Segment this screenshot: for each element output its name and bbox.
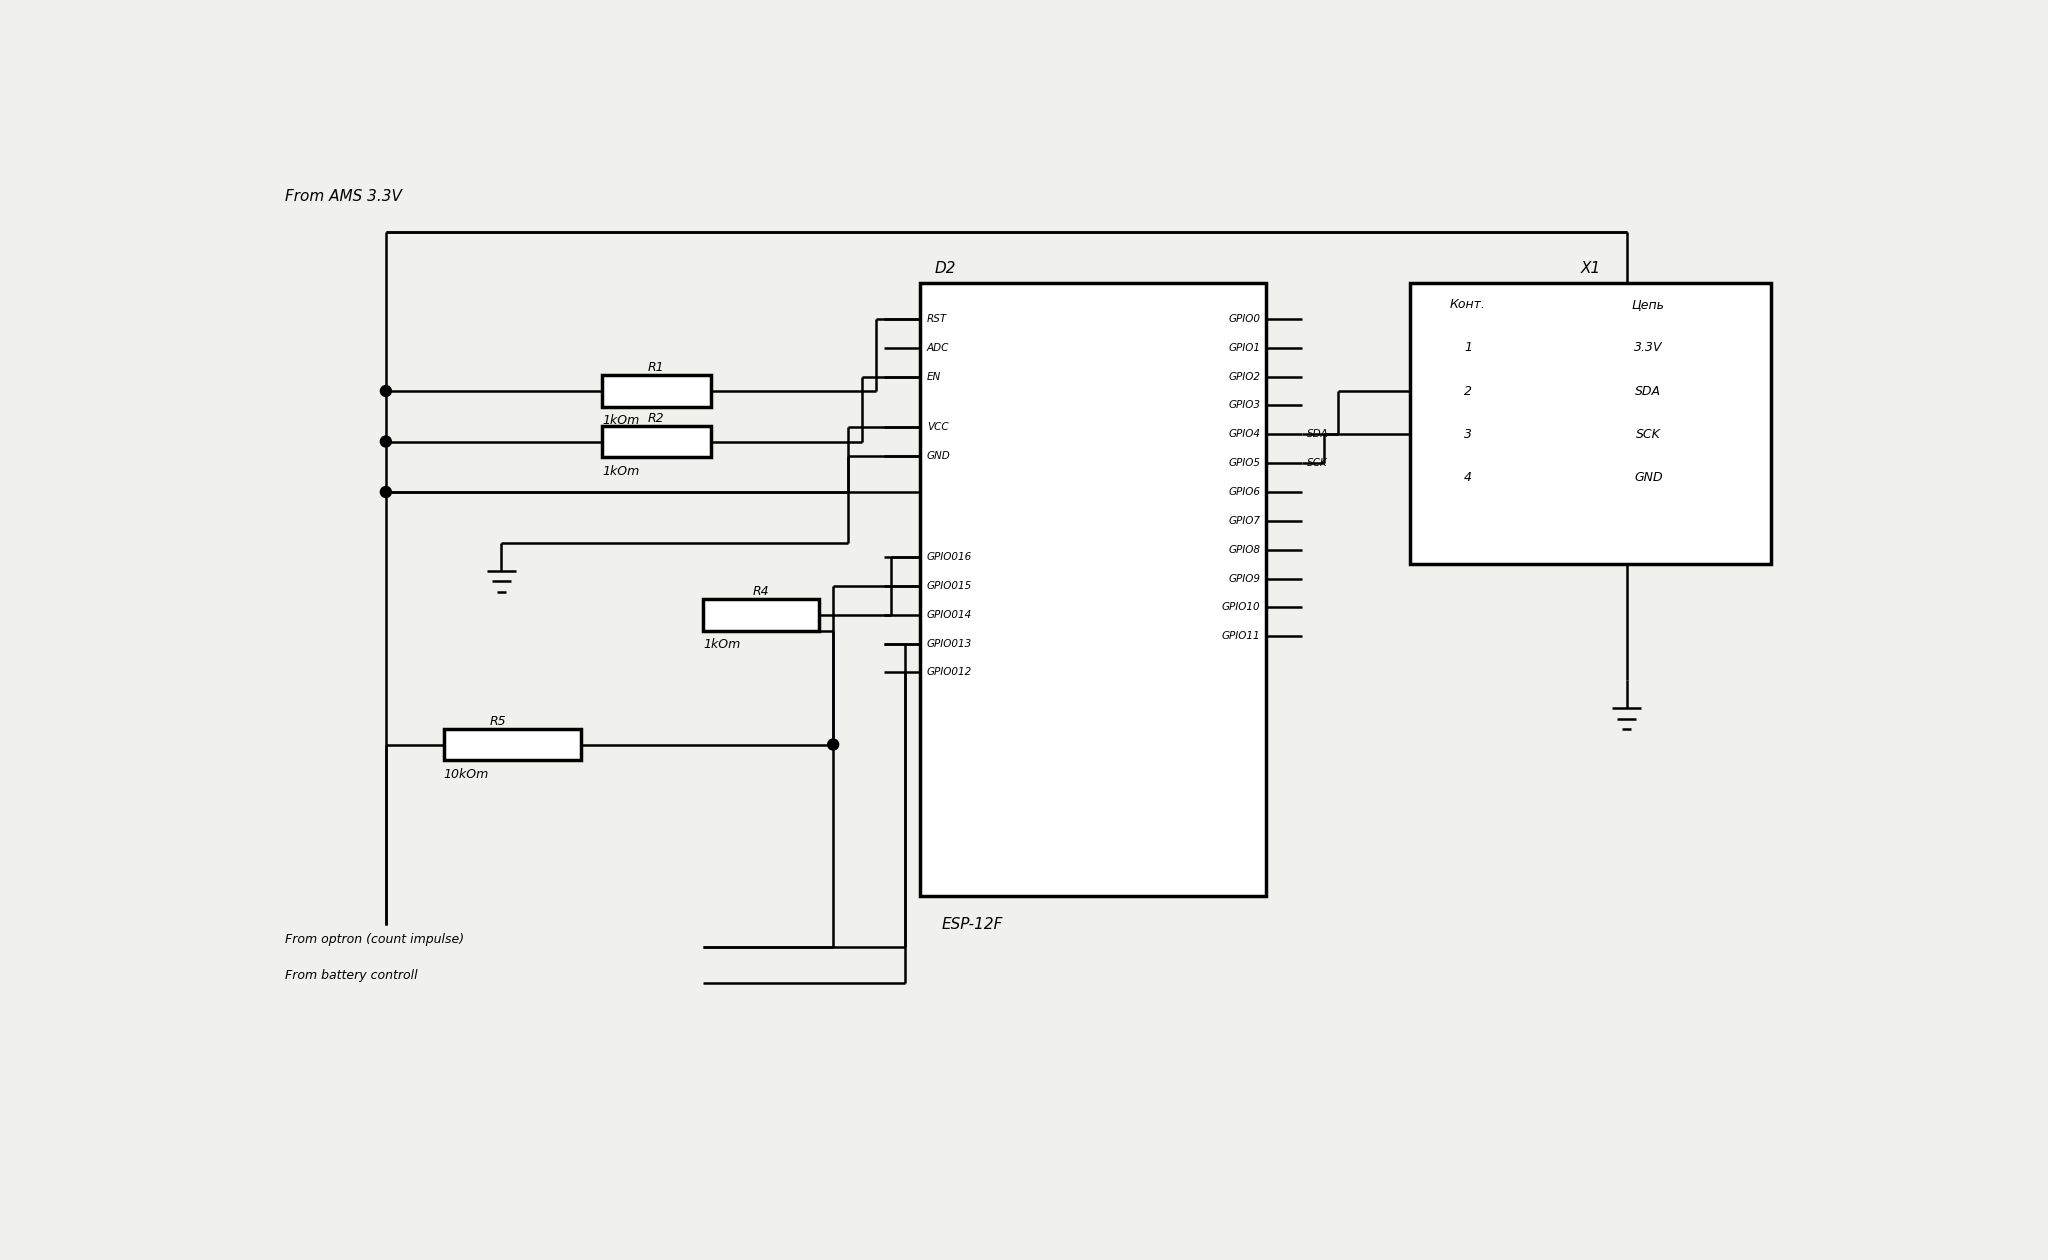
Text: GND: GND <box>928 451 950 461</box>
Bar <box>602 426 711 457</box>
Text: EN: EN <box>928 372 942 382</box>
Text: GPIO5: GPIO5 <box>1229 459 1260 469</box>
Text: From AMS 3.3V: From AMS 3.3V <box>285 189 401 204</box>
Bar <box>920 282 1266 896</box>
Circle shape <box>381 436 391 447</box>
Text: 4: 4 <box>1464 471 1473 484</box>
Bar <box>702 598 819 630</box>
Text: 10kOm: 10kOm <box>444 767 489 781</box>
Text: GPIO7: GPIO7 <box>1229 515 1260 525</box>
Text: GPIO11: GPIO11 <box>1223 631 1260 641</box>
Text: GND: GND <box>1634 471 1663 484</box>
Text: SCK: SCK <box>1307 459 1327 469</box>
Text: GPIO014: GPIO014 <box>928 610 973 620</box>
Text: 1: 1 <box>1464 341 1473 354</box>
Text: ESP-12F: ESP-12F <box>942 917 1004 932</box>
Text: ADC: ADC <box>928 343 950 353</box>
Text: GPIO8: GPIO8 <box>1229 544 1260 554</box>
Text: R2: R2 <box>647 412 666 425</box>
Text: GPIO013: GPIO013 <box>928 639 973 649</box>
Text: GPIO10: GPIO10 <box>1223 602 1260 612</box>
Text: GPIO015: GPIO015 <box>928 581 973 591</box>
Text: R5: R5 <box>489 714 506 728</box>
Text: GPIO012: GPIO012 <box>928 668 973 678</box>
Text: Конт.: Конт. <box>1450 297 1487 311</box>
Text: D2: D2 <box>934 261 956 276</box>
Text: 1kOm: 1kOm <box>602 415 639 427</box>
Text: 3.3V: 3.3V <box>1634 341 1663 354</box>
Text: R4: R4 <box>754 585 770 598</box>
Text: From battery controll: From battery controll <box>285 969 418 982</box>
Bar <box>1411 282 1772 564</box>
Text: 3: 3 <box>1464 428 1473 441</box>
Text: GPIO3: GPIO3 <box>1229 401 1260 411</box>
Circle shape <box>381 386 391 397</box>
Text: R1: R1 <box>647 362 666 374</box>
Bar <box>602 375 711 407</box>
Text: SDA: SDA <box>1636 384 1661 397</box>
Text: GPIO2: GPIO2 <box>1229 372 1260 382</box>
Text: GPIO016: GPIO016 <box>928 552 973 562</box>
Text: 1kOm: 1kOm <box>702 638 741 650</box>
Circle shape <box>827 740 838 750</box>
Bar <box>444 728 582 760</box>
Text: GPIO1: GPIO1 <box>1229 343 1260 353</box>
Text: 1kOm: 1kOm <box>602 465 639 478</box>
Text: From optron (count impulse): From optron (count impulse) <box>285 932 465 946</box>
Text: GPIO9: GPIO9 <box>1229 573 1260 583</box>
Text: Цепь: Цепь <box>1632 297 1665 311</box>
Text: RST: RST <box>928 314 948 324</box>
Text: SCK: SCK <box>1636 428 1661 441</box>
Text: X1: X1 <box>1581 261 1602 276</box>
Circle shape <box>381 486 391 498</box>
Text: GPIO0: GPIO0 <box>1229 314 1260 324</box>
Text: SDA: SDA <box>1307 430 1329 440</box>
Text: GPIO6: GPIO6 <box>1229 488 1260 496</box>
Text: VCC: VCC <box>928 422 948 432</box>
Text: GPIO4: GPIO4 <box>1229 430 1260 440</box>
Text: 2: 2 <box>1464 384 1473 397</box>
